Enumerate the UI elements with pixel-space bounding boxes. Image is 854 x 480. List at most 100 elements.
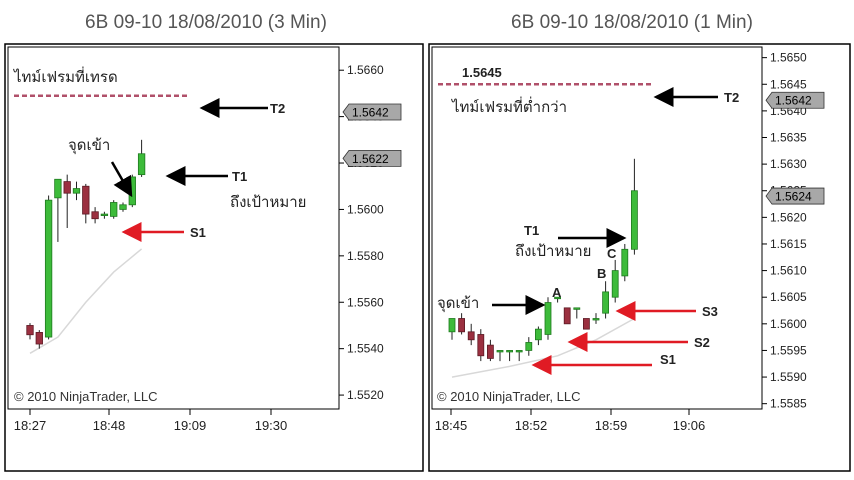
left-candle: [100, 211, 109, 219]
right-y-tick-label: 1.5610: [770, 264, 807, 278]
left-chart-title: 6B 09-10 18/08/2010 (3 Min): [85, 12, 327, 33]
right-candle: [554, 296, 561, 303]
left-candle: [137, 139, 146, 177]
left-x-tick-label: 18:48: [93, 418, 126, 433]
right-candle: [477, 329, 485, 362]
right-candle-body: [458, 318, 466, 333]
right-candle: [486, 339, 494, 362]
left-candle-body: [82, 185, 90, 215]
left-candle-body: [63, 181, 71, 194]
left-moving-average: [29, 248, 143, 354]
left-candle: [26, 323, 34, 340]
right-candle: [506, 350, 514, 362]
right-candle: [458, 313, 466, 335]
right-panel-frame: [428, 43, 851, 472]
right-candle: [448, 318, 456, 340]
right-price-marker-tag: [765, 91, 825, 109]
left-x-tick-label: 19:30: [255, 418, 288, 433]
left-price-markers: 1.5642 1.5622: [342, 103, 402, 167]
right-y-tick-label: 1.5635: [770, 131, 807, 145]
right-candle-body: [631, 190, 638, 250]
right-candle-body: [602, 291, 609, 314]
right-candle: [544, 297, 552, 340]
left-candle: [54, 178, 62, 242]
right-candle: [621, 243, 629, 282]
right-b-label: B: [597, 266, 606, 281]
left-y-tick-label: 1.5540: [347, 342, 384, 356]
left-price-marker-tag: [342, 103, 402, 121]
left-price-marker: 1.5622: [342, 149, 402, 167]
right-t1-label: T1: [524, 223, 539, 238]
right-candle: [573, 307, 581, 319]
left-price-marker-label: 1.5642: [352, 105, 389, 119]
right-candle-body: [467, 331, 475, 341]
right-a-label: A: [552, 285, 562, 300]
left-x-tick-label: 18:27: [14, 418, 47, 433]
right-candle-body: [611, 270, 619, 298]
right-x-axis: 18:45 18:52 18:59 19:06: [435, 409, 706, 433]
left-x-tick-label: 19:09: [174, 418, 207, 433]
left-s1-label: S1: [190, 225, 206, 240]
left-candles: [26, 139, 146, 349]
right-target-value-label: 1.5645: [462, 65, 502, 80]
left-candle-body: [26, 325, 34, 336]
right-y-tick-label: 1.5600: [770, 317, 807, 331]
right-entry-label: จุดเข้า: [437, 295, 479, 313]
left-candle: [119, 202, 127, 212]
right-candle-body: [573, 307, 581, 310]
right-y-tick-label: 1.5650: [770, 51, 807, 65]
right-s1-label: S1: [660, 352, 676, 367]
right-s2-label: S2: [694, 335, 710, 350]
right-candle-body: [525, 342, 533, 351]
right-y-tick-label: 1.5605: [770, 290, 807, 304]
right-s3-label: S3: [702, 304, 718, 319]
left-t1-label: T1: [232, 169, 247, 184]
left-timeframe-label: ไทม์เฟรมที่เทรด: [13, 66, 118, 86]
left-candle-body: [110, 202, 118, 217]
left-candle-body: [91, 211, 99, 220]
left-candle: [63, 174, 71, 228]
right-y-tick-label: 1.5645: [770, 77, 807, 91]
right-price-markers: 1.5642 1.5624: [765, 91, 825, 205]
right-timeframe-label: ไทม์เฟรมที่ต่ำกว่า: [451, 96, 567, 116]
right-ma-line: [451, 317, 635, 378]
left-candle: [35, 330, 43, 349]
right-price-marker-label: 1.5624: [775, 190, 812, 204]
left-candle: [72, 181, 81, 201]
right-candle-body: [515, 350, 523, 353]
left-copyright: © 2010 NinjaTrader, LLC: [14, 389, 158, 404]
left-candle: [44, 195, 53, 340]
right-x-tick-label: 18:45: [435, 418, 468, 433]
right-x-tick-label: 18:52: [515, 418, 548, 433]
right-candle: [583, 318, 590, 330]
right-y-tick-label: 1.5615: [770, 237, 807, 251]
left-t1-sub-label: ถึงเป้าหมาย: [230, 194, 306, 211]
right-t2-label: T2: [724, 90, 739, 105]
right-candle-body: [554, 296, 561, 300]
left-candle-body: [44, 199, 53, 338]
right-x-tick-label: 19:06: [673, 418, 706, 433]
left-candle-body: [72, 188, 81, 194]
left-x-axis: 18:27 18:48 19:09 19:30: [14, 409, 288, 433]
right-moving-average: [451, 317, 635, 378]
right-candle-body: [535, 328, 542, 341]
right-y-tick-label: 1.5595: [770, 343, 807, 357]
left-candle-body: [100, 213, 109, 216]
left-y-tick-label: 1.5660: [347, 63, 384, 77]
left-candle-body: [119, 204, 127, 210]
left-price-marker: 1.5642: [342, 103, 402, 121]
left-entry-label: จุดเข้า: [68, 137, 110, 155]
right-candle-body: [506, 350, 514, 353]
right-candle-body: [592, 318, 600, 321]
right-candle-body: [563, 307, 571, 325]
right-candle-body: [544, 302, 552, 335]
right-candle-body: [496, 350, 504, 353]
left-y-tick-label: 1.5580: [347, 249, 384, 263]
right-candle-body: [477, 334, 485, 357]
right-candle: [525, 337, 533, 356]
right-y-tick-label: 1.5590: [770, 370, 807, 384]
left-candle: [110, 200, 118, 219]
left-candle-body: [35, 332, 43, 345]
